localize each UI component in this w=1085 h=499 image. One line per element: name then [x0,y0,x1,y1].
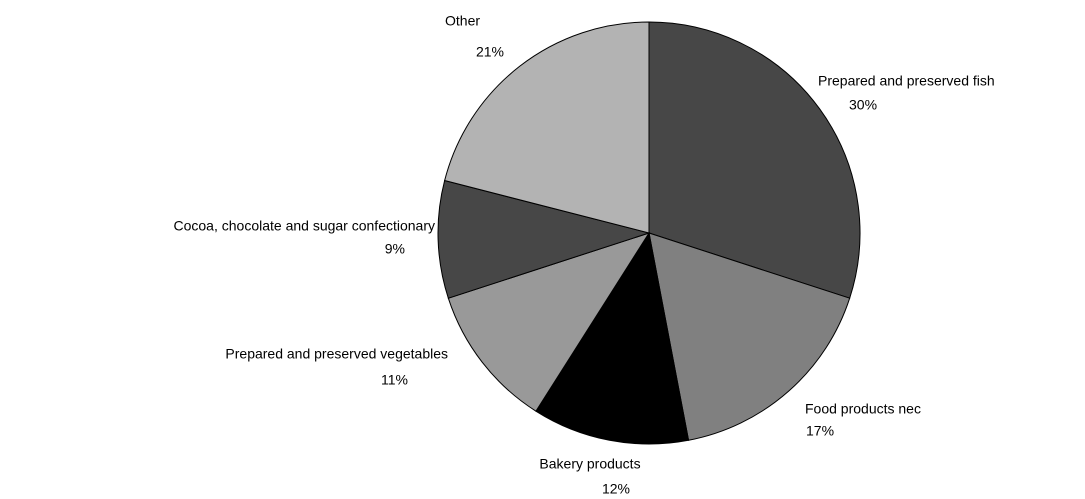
slice-value-label: 30% [849,97,877,113]
slice-label: Cocoa, chocolate and sugar confectionary [174,218,436,234]
pie-slice [437,179,651,299]
slice-label: Prepared and preserved vegetables [225,346,448,362]
pie-slice [447,232,651,412]
pie-slice [648,21,861,299]
pie-slice [444,21,650,234]
slice-label: Bakery products [539,456,640,472]
pie-slice [648,232,851,441]
slice-value-label: 21% [476,44,504,60]
slice-label: Food products nec [805,401,921,417]
slice-value-label: 9% [385,241,405,257]
slice-value-label: 17% [806,423,834,439]
slice-value-label: 11% [381,372,408,388]
slice-value-label: 12% [602,481,630,497]
pie-slice [535,231,690,445]
slice-label: Other [445,13,480,29]
slice-label: Prepared and preserved fish [818,73,995,89]
